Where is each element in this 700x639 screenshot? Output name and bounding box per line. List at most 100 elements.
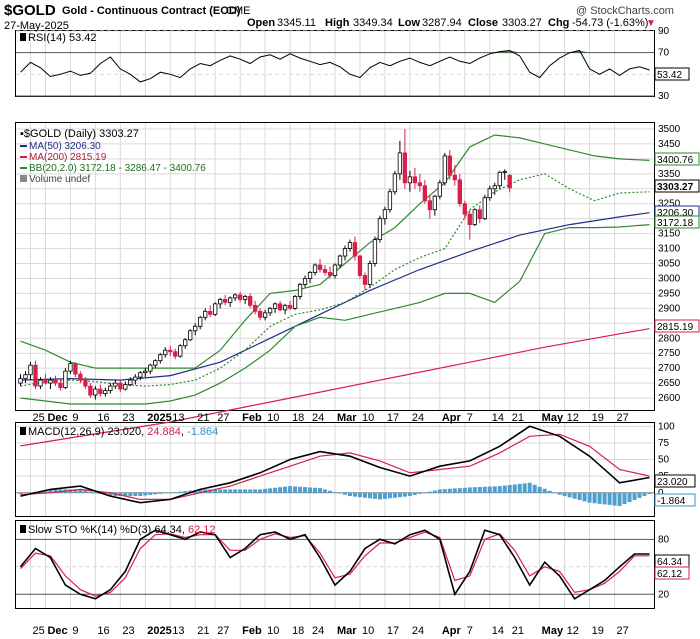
candle-body <box>148 364 153 372</box>
macd-histogram-bar <box>647 492 652 495</box>
candle-body <box>68 363 73 372</box>
candle-body <box>477 209 482 220</box>
candle-body <box>427 200 432 211</box>
macd-histogram-bar <box>612 492 617 506</box>
x-tick-label: Apr <box>442 412 462 424</box>
macd-histogram-bar <box>178 491 183 493</box>
x-tick-label: 27 <box>617 412 629 424</box>
chart-name: Gold - Continuous Contract (EOD) <box>62 5 241 17</box>
macd-panel-frame <box>15 422 655 517</box>
macd-histogram-bar <box>78 489 83 493</box>
candle-body <box>178 345 183 357</box>
macd-histogram-bar <box>632 492 637 501</box>
macd-legend-sep1: , <box>141 426 144 438</box>
macd-histogram-bar <box>512 484 517 493</box>
macd-histogram-bar <box>263 488 268 493</box>
macd-histogram-bar <box>73 489 78 493</box>
candle-body <box>412 176 418 184</box>
macd-histogram-bar <box>447 488 452 493</box>
macd-histogram-bar <box>183 491 188 493</box>
macd-histogram-bar <box>392 492 397 498</box>
candle-body <box>287 304 293 309</box>
chg-label: Chg <box>548 17 569 29</box>
x-tick-label: 9 <box>72 412 78 424</box>
macd-histogram-bar <box>477 486 482 493</box>
candle-body <box>347 242 353 249</box>
ma50-line <box>20 212 650 381</box>
macd-histogram-bar <box>427 491 432 493</box>
candle-body <box>108 385 113 391</box>
candle-body <box>63 370 68 388</box>
macd-histogram-bar <box>367 492 372 499</box>
macd-histogram-bar <box>542 488 547 493</box>
candle-body <box>247 295 253 306</box>
sto-d-line <box>20 531 650 597</box>
bb-upper-tag-box <box>654 152 700 166</box>
open-label: Open <box>247 17 275 29</box>
candle-body <box>462 203 467 215</box>
macd-histogram-bar <box>622 492 627 505</box>
high-value: 3349.34 <box>353 17 393 29</box>
chart-exchange: CME <box>226 5 250 17</box>
macd-histogram-bar <box>283 486 288 493</box>
rsi-value-tag: 53.42 <box>657 70 682 81</box>
macd-histogram-bar <box>572 492 577 499</box>
candle-body <box>332 264 338 276</box>
sto-legend-title: Slow STO %K(14) %D(3) <box>28 524 151 536</box>
macd-histogram-bar <box>507 485 512 493</box>
macd-histogram-bar <box>128 492 133 497</box>
x-tick-label: 23 <box>122 625 134 637</box>
candle-body <box>188 330 193 341</box>
price-tick-label: 3100 <box>658 244 681 255</box>
candle-body <box>292 295 298 309</box>
macd-histogram-bar <box>487 486 492 493</box>
x-tick-label: 2025 <box>147 412 171 424</box>
macd-tick-label: 0 <box>658 488 664 499</box>
macd-histogram-bar <box>163 492 168 494</box>
candle-body <box>352 242 358 257</box>
candle-body <box>163 349 168 356</box>
macd-histogram-bar <box>268 488 273 493</box>
candle-body <box>213 303 218 315</box>
candle-body <box>242 295 248 300</box>
chart-symbol: $GOLD <box>4 2 56 19</box>
x-tick-label: 21 <box>512 625 524 637</box>
x-tick-label: 19 <box>592 412 604 424</box>
candle-body <box>103 390 108 394</box>
price-tick-label: 3500 <box>658 124 681 135</box>
candle-body <box>392 173 398 193</box>
macd-histogram-bar <box>462 487 467 493</box>
candle-body <box>267 307 273 314</box>
sto-k-line <box>19 529 650 600</box>
candle-body <box>297 284 303 297</box>
candle-body <box>53 379 58 384</box>
x-tick-label: 13 <box>172 625 184 637</box>
low-label: Low <box>398 17 420 29</box>
candle-body <box>28 364 33 376</box>
candle-body <box>18 378 23 384</box>
macd-histogram-bar <box>158 492 163 494</box>
macd-histogram-bar <box>233 489 238 493</box>
candle-body <box>262 312 268 318</box>
volume-legend-swatch <box>20 175 27 182</box>
sto-legend-sep: , <box>182 524 185 536</box>
x-tick-label: Apr <box>442 625 462 637</box>
x-tick-label: 27 <box>217 625 229 637</box>
macd-legend-signal: 24.884 <box>147 426 181 438</box>
candle-body <box>342 248 348 257</box>
volume-legend-text: Volume undef <box>29 174 90 185</box>
x-tick-label: 27 <box>217 412 229 424</box>
candle-body <box>327 272 333 276</box>
candle-body <box>302 278 308 285</box>
macd-histogram-bar <box>318 488 323 493</box>
macd-histogram-bar <box>497 486 502 493</box>
candle-body <box>382 209 388 220</box>
macd-histogram-bar <box>377 492 382 500</box>
price-tick-label: 2600 <box>658 393 681 404</box>
bb-legend-text: BB(20,2.0) 3172.18 - 3286.47 - 3400.76 <box>29 163 206 174</box>
x-tick-label: Mar <box>337 625 357 637</box>
macd-histogram-bar <box>457 488 462 493</box>
low-value: 3287.94 <box>422 17 462 29</box>
sto-legend-k: 64.34 <box>154 524 182 536</box>
candle-body <box>447 155 452 176</box>
